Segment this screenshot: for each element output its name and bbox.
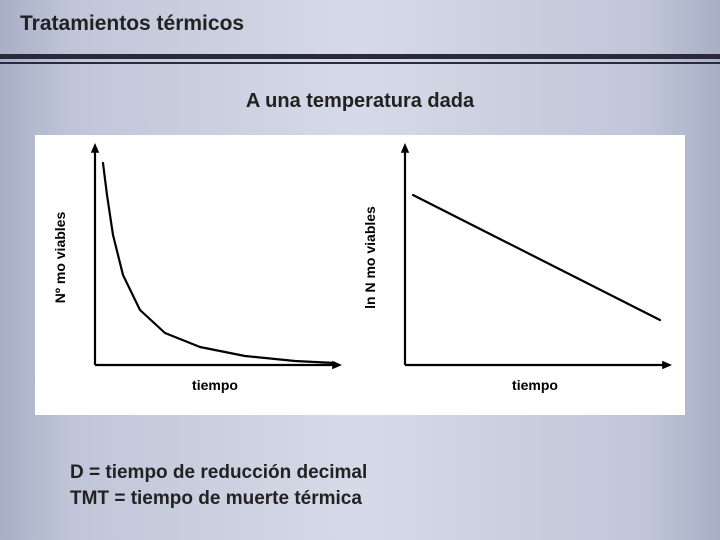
- charts-svg: Nº mo viables tiempo ln N mo viables tiempo: [35, 135, 685, 415]
- charts-container: Nº mo viables tiempo ln N mo viables tiempo: [35, 135, 685, 415]
- slide-subtitle: A una temperatura dada: [0, 90, 720, 113]
- definitions-block: D = tiempo de reducción decimal TMT = ti…: [70, 460, 367, 511]
- slide-title: Tratamientos térmicos: [20, 12, 244, 36]
- svg-text:Nº mo viables: Nº mo viables: [52, 212, 68, 304]
- title-rule-thick: [0, 54, 720, 59]
- definition-d: D = tiempo de reducción decimal: [70, 460, 367, 486]
- svg-text:tiempo: tiempo: [192, 377, 238, 393]
- definition-tmt: TMT = tiempo de muerte térmica: [70, 486, 367, 512]
- svg-text:tiempo: tiempo: [512, 377, 558, 393]
- svg-text:ln N mo viables: ln N mo viables: [362, 206, 378, 309]
- title-rule-thin: [0, 62, 720, 64]
